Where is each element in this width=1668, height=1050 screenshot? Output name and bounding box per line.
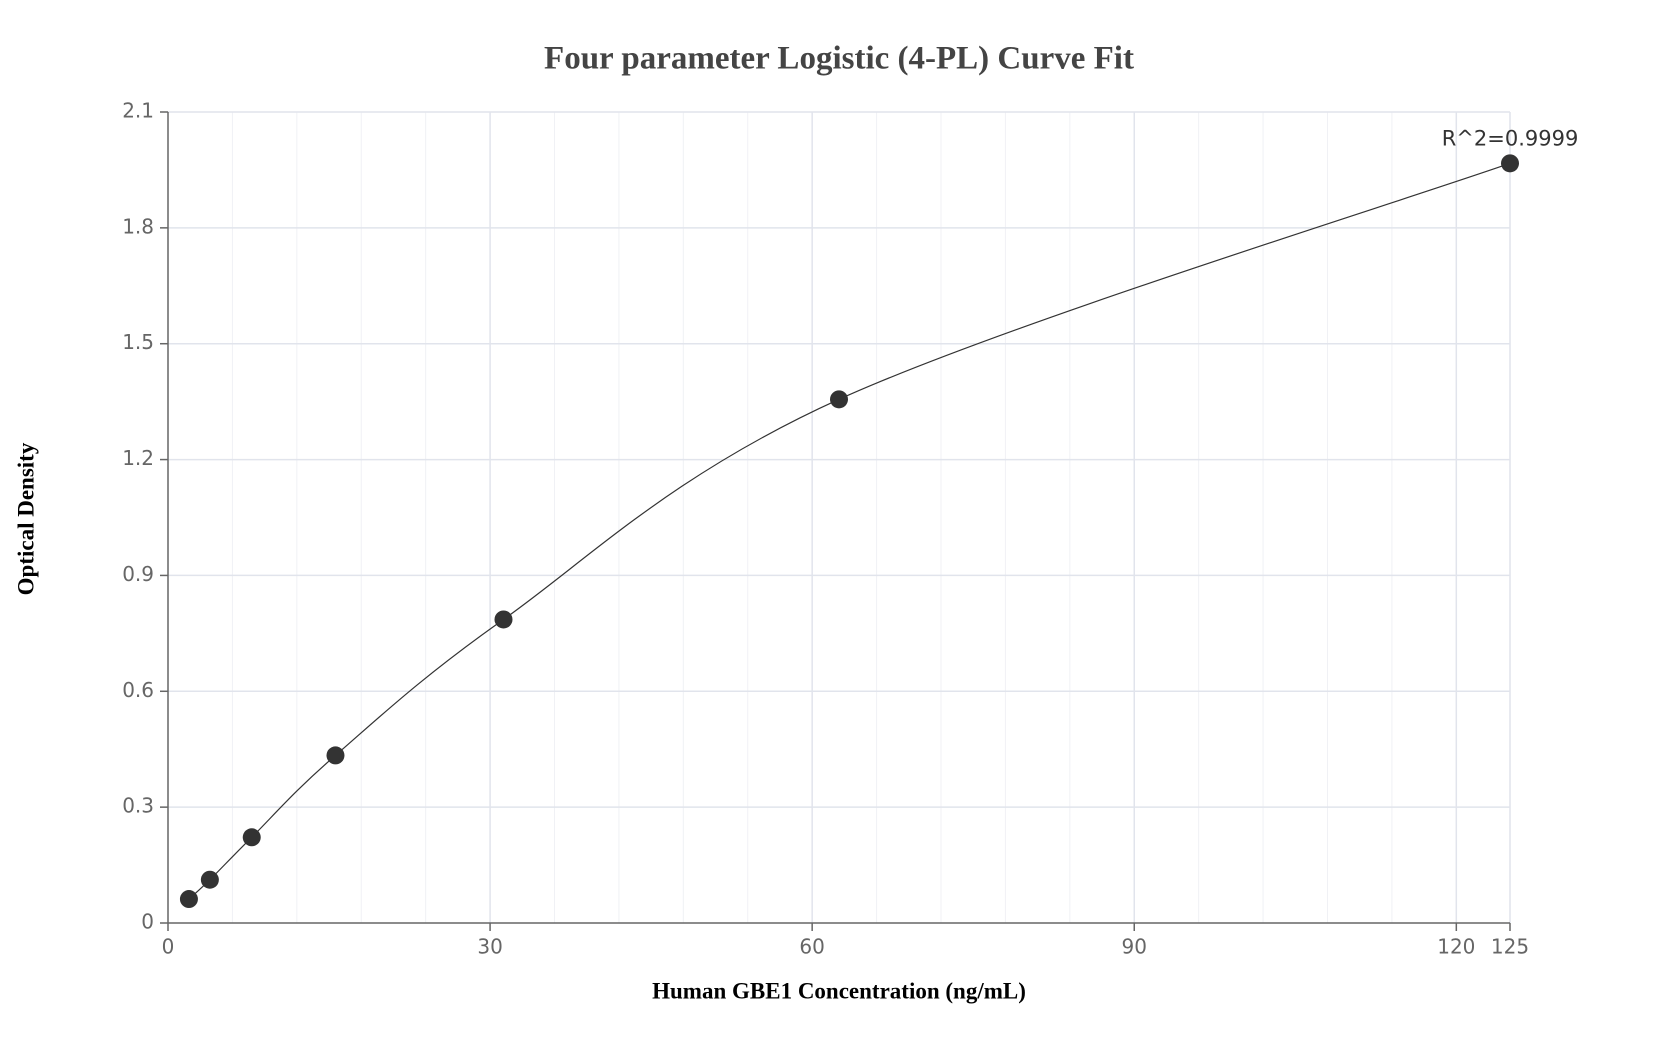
y-tick-label: 0.3 [122, 794, 154, 818]
fit-curve [188, 162, 1511, 900]
data-point [1501, 154, 1519, 173]
y-tick-label: 1.5 [122, 330, 154, 354]
x-axis-label: Human GBE1 Concentration (ng/mL) [652, 978, 1026, 1003]
y-tick-label: 0.6 [122, 678, 154, 702]
y-tick-label: 1.8 [122, 214, 154, 238]
x-tick-label: 90 [1122, 935, 1147, 959]
x-tick-label: 0 [162, 935, 175, 959]
y-tick-label: 0 [141, 910, 154, 934]
data-point [326, 746, 345, 765]
data-point [830, 390, 848, 409]
data-point [242, 828, 261, 847]
annotation: R^2=0.9999 [1442, 126, 1579, 150]
x-tick-label: 125 [1491, 935, 1529, 959]
x-tick-label: 120 [1437, 935, 1475, 959]
x-tick-label: 60 [799, 935, 824, 959]
y-tick-label: 2.1 [122, 99, 154, 123]
x-tick-label: 30 [477, 935, 502, 959]
data-point [200, 870, 219, 889]
data-point [179, 890, 198, 909]
y-tick-label: 1.2 [122, 446, 154, 470]
data-point [494, 610, 513, 629]
y-axis-label: Optical Density [13, 442, 38, 595]
chart-title: Four parameter Logistic (4-PL) Curve Fit [544, 41, 1134, 77]
y-tick-label: 0.9 [122, 562, 154, 586]
